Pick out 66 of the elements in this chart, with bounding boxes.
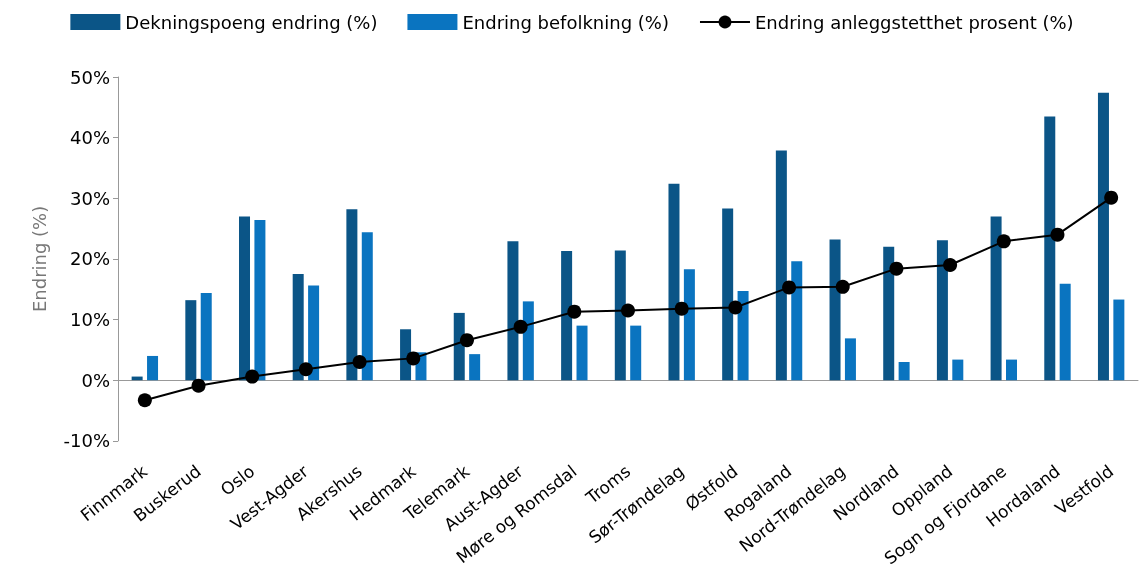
point	[406, 351, 421, 366]
bar	[898, 362, 910, 381]
bar	[361, 232, 373, 381]
bar	[668, 183, 680, 381]
point	[513, 319, 528, 334]
point	[567, 304, 582, 319]
point	[674, 301, 689, 316]
bar	[1044, 116, 1056, 381]
bar	[883, 246, 895, 381]
legend-label: Endring anleggstetthet prosent (%)	[754, 11, 1074, 33]
bar	[308, 285, 320, 381]
bar	[254, 220, 266, 381]
point	[191, 378, 206, 393]
bar	[147, 355, 159, 381]
bar	[614, 250, 626, 381]
point	[621, 303, 635, 318]
bar	[1005, 359, 1017, 381]
y-tick-label: 0%	[81, 369, 110, 391]
bar	[469, 354, 481, 381]
bar	[952, 359, 964, 381]
y-tick-label: 10%	[69, 309, 110, 331]
bar	[400, 329, 412, 381]
bar	[630, 325, 642, 381]
point	[943, 257, 958, 272]
bar	[1059, 283, 1071, 381]
bar	[683, 269, 695, 381]
y-tick-label: 40%	[69, 127, 110, 149]
bar	[200, 292, 212, 381]
point	[137, 393, 152, 408]
bar	[507, 241, 519, 381]
legend-label: Dekningspoeng endring (%)	[125, 11, 378, 33]
point	[728, 300, 743, 315]
y-axis-title: Endring (%)	[28, 205, 50, 313]
y-tick-label: 20%	[69, 248, 110, 270]
legend-label: Endring befolkning (%)	[462, 11, 669, 33]
bar	[844, 338, 856, 381]
bar	[775, 150, 787, 381]
bar	[346, 209, 358, 381]
bar	[292, 274, 304, 381]
point	[1050, 227, 1065, 242]
bar	[722, 208, 734, 381]
bar	[576, 325, 588, 381]
bar	[185, 300, 197, 381]
bar	[1097, 92, 1109, 381]
y-tick-label: -10%	[63, 430, 110, 452]
bar	[239, 216, 251, 381]
point	[352, 355, 367, 370]
point	[889, 261, 904, 276]
y-tick-label: 30%	[69, 187, 110, 209]
bar	[990, 216, 1002, 381]
bar	[522, 301, 534, 381]
bar	[791, 261, 803, 381]
point	[996, 234, 1011, 249]
point	[835, 279, 850, 294]
bar	[453, 312, 465, 381]
bar	[1113, 299, 1125, 381]
point	[1104, 190, 1119, 205]
bar	[936, 240, 948, 381]
bar	[561, 251, 573, 381]
point	[459, 333, 474, 348]
bar	[829, 239, 841, 381]
point	[298, 362, 313, 377]
bar	[737, 291, 749, 381]
point	[782, 280, 797, 295]
point	[245, 369, 260, 384]
y-tick-label: 50%	[69, 66, 110, 88]
